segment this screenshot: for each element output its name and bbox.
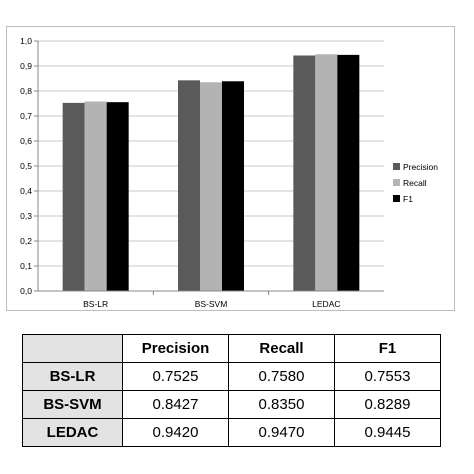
x-tick-label: BS-SVM [195,299,228,309]
y-tick-label: 0,8 [20,86,32,96]
bar-f1-bs-svm [222,81,244,292]
bar-precision-ledac [293,55,316,291]
bar-f1-bs-lr [106,102,129,291]
x-tick-label: LEDAC [312,299,340,309]
axes: 0,0 0,1 0,2 0,3 0,4 0,5 0,6 0,7 0,8 0,9 1,0 BS-LR BS… [20,36,384,309]
table-cell: 0.7525 [122,362,229,391]
table-row: LEDAC 0.9420 0.9470 0.9445 [22,418,441,447]
y-tick-label: 1,0 [20,36,32,46]
bars [62,54,360,292]
chart-frame: 0,0 0,1 0,2 0,3 0,4 0,5 0,6 0,7 0,8 0,9 1,0 BS-LR BS… [6,26,455,311]
table-header-row: Precision Recall F1 [22,334,441,363]
legend-swatch [393,179,400,186]
bar-recall-bs-lr [84,101,107,291]
table-row: BS-SVM 0.8427 0.8350 0.8289 [22,390,441,419]
bar-precision-bs-lr [62,102,85,291]
y-tick-label: 0,3 [20,211,32,221]
table-row: BS-LR 0.7525 0.7580 0.7553 [22,362,441,391]
y-tick-label: 0,6 [20,136,32,146]
y-tick-label: 0,9 [20,61,32,71]
table-cell: 0.9470 [228,418,335,447]
table-row-label: BS-SVM [22,390,123,419]
legend-label: Recall [403,178,427,188]
legend: Precision Recall F1 [393,162,438,204]
table-cell: 0.8289 [334,390,441,419]
x-tick-label: BS-LR [83,299,108,309]
table-cell: 0.9420 [122,418,229,447]
y-tick-label: 0,5 [20,161,32,171]
table-cell: 0.9445 [334,418,441,447]
bar-f1-ledac [337,54,360,291]
table-cell: 0.7580 [228,362,335,391]
bar-recall-bs-svm [200,82,222,291]
bar-precision-bs-svm [178,80,200,291]
table-cell: 0.7553 [334,362,441,391]
legend-swatch [393,163,400,170]
table-header-precision: Precision [122,334,229,363]
bar-recall-ledac [315,54,338,291]
table-header-recall: Recall [228,334,335,363]
y-tick-label: 0,1 [20,261,32,271]
bar-chart: 0,0 0,1 0,2 0,3 0,4 0,5 0,6 0,7 0,8 0,9 1,0 BS-LR BS… [20,36,438,309]
table-header-corner [22,334,123,363]
y-tick-label: 0,7 [20,111,32,121]
table-row-label: LEDAC [22,418,123,447]
y-tick-label: 0,2 [20,236,32,246]
results-table: Precision Recall F1 BS-LR 0.7525 0.7580 … [22,334,441,447]
y-tick-label: 0,4 [20,186,32,196]
table-cell: 0.8350 [228,390,335,419]
y-tick-label: 0,0 [20,286,32,296]
table-cell: 0.8427 [122,390,229,419]
legend-swatch [393,195,400,202]
table-header-f1: F1 [334,334,441,363]
table-row-label: BS-LR [22,362,123,391]
legend-label: Precision [403,162,438,172]
legend-label: F1 [403,194,413,204]
